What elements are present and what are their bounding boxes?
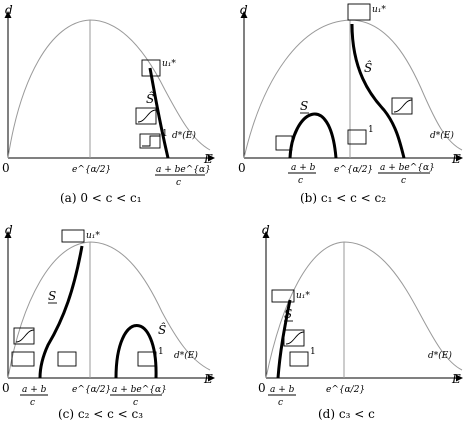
tick2-num: a + be^{α}	[380, 163, 435, 173]
axis-x-label: E	[203, 372, 213, 386]
origin-label: 0	[238, 161, 246, 175]
d-star-label: d*(E)	[172, 130, 196, 141]
panel-d: d E 0 e^{α/2} d*(E) S u₁* 1 a + b c (d) …	[258, 223, 463, 421]
d-star-curve	[7, 19, 211, 159]
caption-d: (d) c₃ < c	[318, 407, 375, 421]
inset-sigmoid	[285, 331, 305, 345]
axis-y-label: d	[240, 3, 248, 17]
tick-num: a + be^{α}	[156, 165, 211, 175]
u1-box	[61, 229, 85, 243]
tick1-num: a + b	[270, 385, 295, 395]
mark-one: 1	[162, 129, 168, 139]
axis-x-label: E	[203, 152, 213, 166]
d-star-curve	[7, 241, 211, 379]
tick-den: c	[176, 178, 181, 188]
s-hat-label: Ŝ	[158, 321, 166, 337]
axis-y-label: d	[5, 223, 13, 237]
peak-label: e^{α/2}	[326, 385, 365, 395]
panel-a: d E 0 e^{α/2} d*(E) Ŝ u₁* 1 a + be^{α} c…	[2, 3, 215, 205]
d-star-label: d*(E)	[428, 350, 452, 361]
u1-box	[141, 59, 161, 77]
caption-a: (a) 0 < c < c₁	[60, 191, 142, 205]
inset-sigmoid	[137, 109, 157, 123]
inset-step-left	[275, 135, 293, 151]
panel-b: d E 0 e^{α/2} d*(E) Ŝ S u₁* 1 a + b c a …	[238, 3, 463, 205]
s-under-label: S	[300, 99, 308, 113]
mark-one: 1	[158, 347, 164, 357]
tick1-den: c	[298, 176, 303, 186]
u1-box	[271, 289, 295, 303]
s-under-label: S	[48, 289, 56, 303]
inset-sigmoid	[393, 99, 413, 113]
tick1-den: c	[30, 398, 35, 408]
d-star-curve	[243, 19, 463, 159]
panel-c: d E 0 e^{α/2} d*(E) S Ŝ u₁* 1 a + b c a …	[2, 223, 215, 421]
u1-label: u₁*	[372, 5, 386, 15]
u1-label: u₁*	[296, 291, 310, 301]
inset-step-mid	[57, 351, 77, 367]
axis-x-label: E	[451, 152, 461, 166]
caption-c: (c) c₂ < c < c₃	[58, 407, 143, 421]
s-under-branch	[288, 112, 338, 159]
axis-x-label: E	[451, 372, 461, 386]
axis-y-label: d	[5, 3, 13, 17]
peak-label: e^{α/2}	[334, 165, 373, 175]
inset-step-right	[347, 129, 367, 145]
inset-profile	[391, 97, 413, 115]
origin-label: 0	[2, 161, 10, 175]
tick2-num: a + be^{α}	[112, 385, 167, 395]
mark-one: 1	[368, 125, 374, 135]
inset-profile	[283, 329, 305, 347]
inset-step-line	[142, 135, 160, 147]
axis-y-label: d	[262, 223, 270, 237]
u1-box	[347, 3, 371, 21]
u1-label: u₁*	[162, 59, 176, 69]
tick1-num: a + b	[291, 163, 316, 173]
inset-step	[289, 351, 309, 367]
s-hat-branch	[148, 67, 170, 159]
peak-label: e^{α/2}	[72, 165, 111, 175]
d-star-label: d*(E)	[430, 130, 454, 141]
caption-b: (b) c₁ < c < c₂	[300, 191, 386, 205]
inset-step	[139, 133, 161, 149]
mark-one: 1	[310, 347, 316, 357]
tick2-den: c	[401, 176, 406, 186]
d-star-curve	[265, 241, 463, 379]
u1-label: u₁*	[86, 231, 100, 241]
s-under-branch	[276, 299, 292, 379]
tick2-den: c	[133, 398, 138, 408]
tick1-den: c	[278, 398, 283, 408]
inset-profile	[135, 107, 157, 125]
origin-label: 0	[258, 381, 266, 395]
s-under-branch	[38, 245, 84, 379]
inset-step-right	[137, 351, 157, 367]
inset-sigmoid	[15, 329, 35, 343]
s-hat-label: Ŝ	[146, 90, 154, 106]
s-under-label: S	[284, 307, 292, 321]
s-hat-branch	[114, 324, 158, 379]
inset-profile	[13, 327, 35, 345]
peak-label: e^{α/2}	[72, 385, 111, 395]
origin-label: 0	[2, 381, 10, 395]
s-hat-branch	[350, 23, 406, 159]
inset-step-left	[11, 351, 35, 367]
tick1-num: a + b	[22, 385, 47, 395]
s-hat-label: Ŝ	[364, 59, 372, 75]
d-star-label: d*(E)	[174, 350, 198, 361]
